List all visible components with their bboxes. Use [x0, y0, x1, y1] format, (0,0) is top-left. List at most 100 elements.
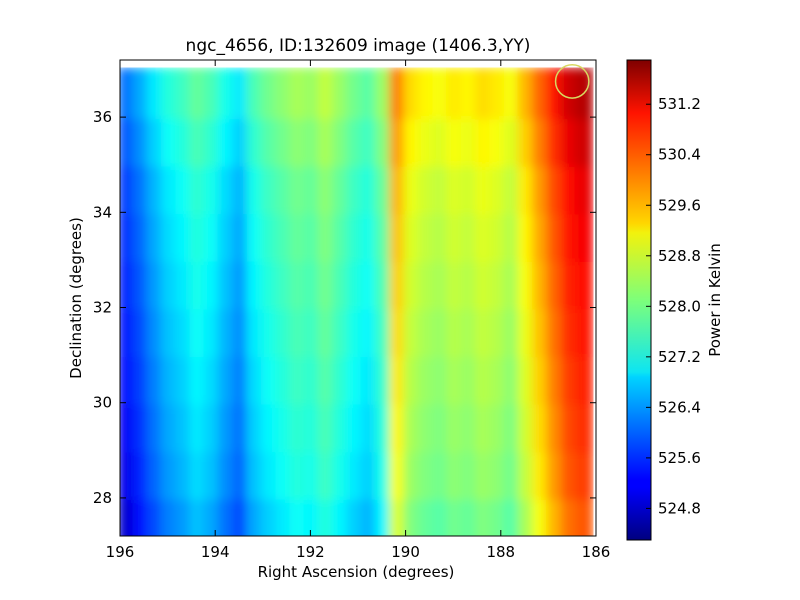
heatmap-cell: [175, 210, 194, 262]
heatmap-cell: [403, 210, 422, 262]
heatmap-cell: [503, 400, 522, 453]
heatmap-cell: [389, 162, 408, 215]
heatmap-cell: [446, 353, 465, 405]
heatmap-cell: [460, 210, 479, 262]
heatmap-cell: [217, 400, 237, 453]
heatmap-cell: [517, 67, 537, 120]
heatmap-cell: [346, 448, 365, 500]
heatmap-cell: [475, 210, 494, 262]
colorbar: 524.8 525.6 526.4 527.2 528.0 528.8 529.6 530.4…: [626, 59, 724, 541]
heatmap-cell: [346, 162, 365, 215]
heatmap-cell: [332, 210, 351, 262]
heatmap-cell: [332, 162, 351, 215]
heatmap-cell: [532, 162, 551, 215]
heatmap-cell: [275, 115, 294, 167]
heatmap-cell: [389, 210, 408, 262]
heatmap-cell: [332, 67, 351, 120]
heatmap-cell: [289, 257, 308, 310]
heatmap-cell: [403, 400, 422, 453]
heatmap-cell: [175, 257, 194, 310]
heatmap-cell: [346, 115, 365, 167]
heatmap-cell: [503, 210, 522, 262]
heatmap-cell: [403, 115, 422, 167]
heatmap-cell: [475, 305, 494, 358]
heatmap-cell: [389, 115, 408, 167]
heatmap-cell: [532, 210, 551, 262]
heatmap-cell: [217, 162, 237, 215]
heatmap-cell: [146, 257, 165, 310]
heatmap-cell: [574, 115, 594, 167]
heatmap-cell: [160, 305, 180, 358]
heatmap-cell: [275, 353, 294, 405]
heatmap-cell: [132, 162, 151, 215]
heatmap-cell: [532, 448, 551, 500]
heatmap-cell: [417, 353, 437, 405]
heatmap-cell: [546, 305, 565, 358]
heatmap-cell: [417, 400, 437, 453]
heatmap-cell: [560, 67, 579, 120]
heatmap-cell: [303, 353, 322, 405]
heatmap-cell: [517, 257, 537, 310]
y-tick-label: 28: [93, 489, 112, 507]
heatmap-cell: [260, 400, 280, 453]
heatmap-cell: [389, 448, 408, 500]
heatmap-cell: [160, 67, 180, 120]
heatmap-cell: [517, 305, 537, 358]
heatmap-cell: [275, 210, 294, 262]
heatmap-cell: [260, 162, 280, 215]
heatmap-cell: [489, 353, 508, 405]
heatmap-cell: [289, 400, 308, 453]
heatmap-cell: [403, 448, 422, 500]
heatmap-cell: [160, 257, 180, 310]
heatmap-cell: [203, 400, 222, 453]
heatmap-cell: [403, 257, 422, 310]
heatmap-cell: [132, 353, 151, 405]
heatmap-cell: [375, 400, 394, 453]
heatmap-cell: [574, 495, 594, 536]
heatmap-cell: [146, 400, 165, 453]
heatmap-cell: [175, 495, 194, 536]
heatmap-cell: [432, 448, 451, 500]
heatmap-cell: [489, 67, 508, 120]
heatmap-cell: [232, 162, 251, 215]
heatmap-cell: [517, 400, 537, 453]
heatmap-cell: [489, 400, 508, 453]
heatmap-cell: [289, 162, 308, 215]
heatmap-cell: [303, 210, 322, 262]
heatmap-cell: [574, 448, 594, 500]
heatmap-cell: [160, 210, 180, 262]
heatmap-cell: [289, 115, 308, 167]
heatmap-cell: [375, 353, 394, 405]
heatmap-cell: [246, 353, 265, 405]
colorbar-tick-label: 525.6: [658, 449, 701, 467]
heatmap-cell: [246, 257, 265, 310]
heatmap-cell: [546, 210, 565, 262]
plot-frame: [119, 59, 597, 537]
heatmap-cell: [175, 67, 194, 120]
heatmap-cell: [417, 115, 437, 167]
x-tick-label: 188: [486, 543, 515, 561]
heatmap-cell: [432, 162, 451, 215]
heatmap-cell: [375, 495, 394, 536]
heatmap-cell: [360, 448, 380, 500]
heatmap-cell: [289, 210, 308, 262]
heatmap-cell: [503, 495, 522, 536]
heatmap-cell: [346, 305, 365, 358]
y-axis-label: Declination (degrees): [67, 217, 85, 379]
heatmap-cell: [489, 495, 508, 536]
heatmap-cell: [532, 257, 551, 310]
heatmap-cell: [232, 448, 251, 500]
heatmap-cell: [560, 210, 579, 262]
heatmap-cell: [503, 257, 522, 310]
heatmap-cell: [332, 115, 351, 167]
heatmap-cell: [360, 495, 380, 536]
heatmap-cell: [532, 495, 551, 536]
heatmap-cell: [360, 115, 380, 167]
colorbar-tick-label: 531.2: [658, 95, 701, 113]
heatmap-cell: [275, 257, 294, 310]
heatmap-cell: [132, 495, 151, 536]
heatmap-cell: [132, 305, 151, 358]
heatmap-cell: [217, 305, 237, 358]
heatmap-cell: [146, 210, 165, 262]
heatmap-cell: [120, 257, 137, 310]
